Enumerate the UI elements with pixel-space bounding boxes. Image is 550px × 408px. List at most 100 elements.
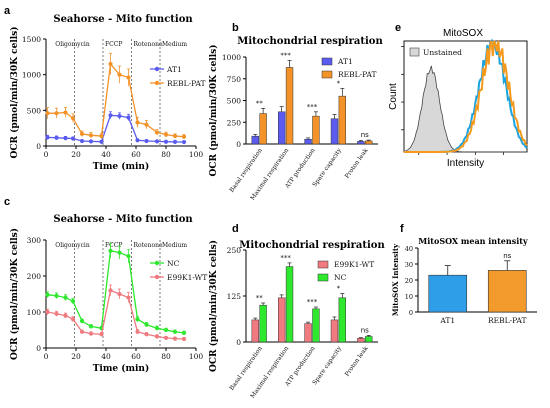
data-point bbox=[45, 135, 50, 140]
y-tick-label: 1000 bbox=[22, 71, 41, 80]
data-point bbox=[163, 335, 169, 341]
legend-label: NC bbox=[334, 273, 347, 282]
series-line bbox=[47, 62, 185, 138]
x-tick-label: 40 bbox=[101, 352, 111, 361]
data-point bbox=[79, 138, 85, 144]
series-a-0: AT1 bbox=[45, 65, 187, 145]
data-point bbox=[63, 295, 68, 300]
panel-c: c Seahorse - Mito function 0 20 40 60 80 100 0 10… bbox=[4, 196, 207, 374]
injection-label: Oligomycin bbox=[55, 242, 90, 249]
data-point bbox=[117, 113, 122, 119]
legend-marker bbox=[154, 80, 160, 86]
category-label: Spare capacity bbox=[311, 345, 343, 387]
chart-title-b: Mitochondrial respiration bbox=[237, 36, 383, 47]
panel-letter-a: a bbox=[4, 5, 11, 17]
bar bbox=[330, 319, 339, 343]
data-point bbox=[135, 317, 140, 322]
data-point bbox=[135, 120, 140, 125]
panel-e: e MitoSOX Intensity Count Unstained bbox=[388, 22, 528, 169]
y-tick-label: 20 bbox=[405, 277, 413, 285]
y-tick-label: 500 bbox=[27, 106, 42, 115]
data-point bbox=[45, 292, 50, 297]
panel-f: f MitoSOX mean intensity 0 10 20 30 40 MitoSOX … bbox=[391, 223, 537, 325]
data-point bbox=[63, 136, 68, 141]
data-point bbox=[154, 326, 160, 331]
injection-label: Oligomycin bbox=[55, 41, 90, 48]
x-tick-label: 40 bbox=[101, 150, 111, 159]
data-point bbox=[45, 309, 50, 315]
data-point bbox=[108, 61, 113, 67]
data-point bbox=[63, 313, 68, 318]
category-label: Proton leak bbox=[344, 147, 370, 180]
y-tick-label: 1500 bbox=[22, 35, 41, 44]
y-axis-title-b: OCR (pmol/min/30K cells) bbox=[208, 44, 219, 176]
injection-label: Medium bbox=[162, 41, 187, 48]
data-point bbox=[79, 131, 85, 136]
data-point bbox=[154, 139, 160, 144]
significance-label: *** bbox=[280, 254, 291, 262]
bar bbox=[277, 297, 286, 343]
chart-title-f: MitoSOX mean intensity bbox=[418, 236, 528, 246]
significance-label: ** bbox=[256, 99, 264, 107]
data-point bbox=[88, 331, 94, 336]
bar bbox=[338, 95, 347, 145]
legend-label: AT1 bbox=[166, 65, 182, 74]
x-tick-label: 20 bbox=[71, 150, 81, 159]
data-point bbox=[144, 322, 149, 327]
data-point bbox=[144, 122, 149, 127]
x-axis-title-c: Time (min) bbox=[93, 363, 150, 374]
legend-label: AT1 bbox=[337, 57, 353, 66]
legend-swatch bbox=[321, 57, 333, 66]
data-point bbox=[172, 329, 178, 334]
data-point bbox=[126, 75, 131, 80]
legend-swatch bbox=[317, 273, 329, 282]
injection-label: FCCP bbox=[105, 242, 122, 249]
significance-label: ns bbox=[361, 131, 369, 139]
data-point bbox=[99, 332, 104, 337]
y-axis-title-a: OCR (pmol/min/30K cells) bbox=[9, 26, 20, 158]
data-point bbox=[135, 138, 140, 143]
data-point bbox=[163, 139, 169, 144]
series-line bbox=[47, 250, 185, 334]
x-tick-label: 0 bbox=[44, 150, 49, 159]
legend-label: E99K1-WT bbox=[167, 273, 207, 282]
bar bbox=[428, 274, 468, 313]
bar bbox=[251, 135, 259, 145]
data-point bbox=[54, 135, 59, 140]
legend-label: Unstained bbox=[423, 48, 462, 57]
x-tick-label: 100 bbox=[189, 150, 204, 159]
data-point bbox=[45, 111, 50, 116]
data-point bbox=[117, 250, 122, 255]
legend-label: NC bbox=[167, 259, 180, 268]
bar bbox=[312, 115, 320, 145]
series-line bbox=[47, 114, 185, 143]
y-tick-label: 0 bbox=[36, 142, 41, 151]
data-point bbox=[154, 334, 160, 339]
significance-label: * bbox=[337, 284, 341, 292]
bar bbox=[304, 323, 312, 343]
y-tick-label: 0 bbox=[236, 338, 241, 347]
data-point bbox=[126, 254, 131, 259]
data-point bbox=[172, 336, 178, 341]
category-label: Spare capacity bbox=[311, 147, 343, 189]
data-point bbox=[70, 136, 76, 141]
bar bbox=[365, 336, 373, 343]
significance-label: *** bbox=[307, 103, 318, 111]
data-point bbox=[70, 317, 76, 322]
bar bbox=[285, 67, 294, 145]
histogram-unstained bbox=[403, 65, 527, 153]
data-point bbox=[70, 299, 76, 304]
panel-letter-d: d bbox=[232, 223, 239, 235]
injection-label: FCCP bbox=[105, 41, 122, 48]
series-line bbox=[47, 289, 185, 340]
legend-swatch bbox=[321, 70, 333, 79]
legend-swatch bbox=[317, 260, 329, 269]
category-label: REBL-PAT bbox=[488, 316, 527, 325]
data-point bbox=[144, 332, 149, 337]
data-point bbox=[163, 132, 169, 137]
data-point bbox=[108, 288, 113, 293]
y-tick-label: 0 bbox=[236, 140, 241, 149]
y-tick-label: 750 bbox=[227, 75, 242, 84]
